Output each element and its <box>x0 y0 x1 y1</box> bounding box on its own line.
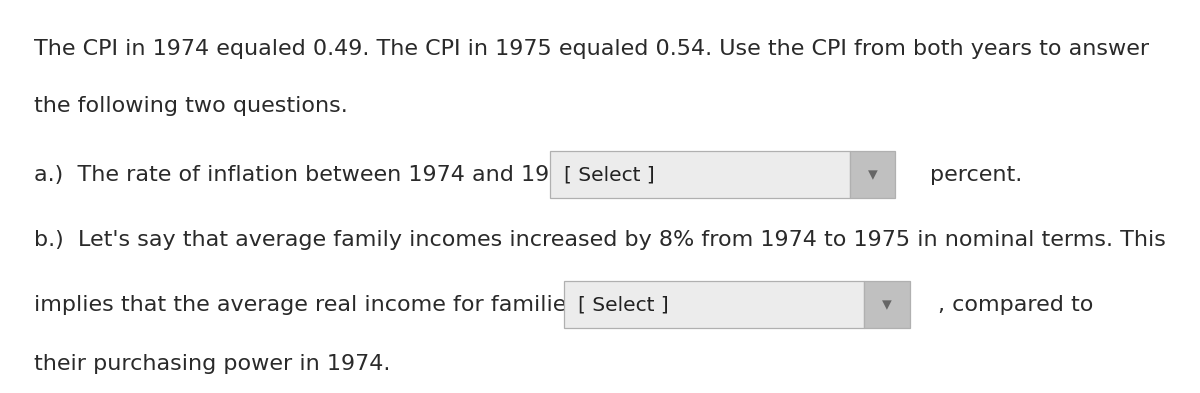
Text: , compared to: , compared to <box>938 295 1093 314</box>
Text: percent.: percent. <box>930 165 1022 185</box>
FancyBboxPatch shape <box>864 281 910 328</box>
FancyBboxPatch shape <box>564 281 864 328</box>
Text: implies that the average real income for families in 1975: implies that the average real income for… <box>34 295 668 314</box>
Text: their purchasing power in 1974.: their purchasing power in 1974. <box>34 354 390 373</box>
Text: ▾: ▾ <box>882 295 892 314</box>
Text: The CPI in 1974 equaled 0.49. The CPI in 1975 equaled 0.54. Use the CPI from bot: The CPI in 1974 equaled 0.49. The CPI in… <box>34 39 1148 59</box>
Text: [ Select ]: [ Select ] <box>578 295 670 314</box>
FancyBboxPatch shape <box>550 151 850 198</box>
Text: b.)  Let's say that average family incomes increased by 8% from 1974 to 1975 in : b.) Let's say that average family income… <box>34 230 1165 250</box>
Text: ▾: ▾ <box>868 165 877 184</box>
FancyBboxPatch shape <box>850 151 895 198</box>
Text: a.)  The rate of inflation between 1974 and 1975 was: a.) The rate of inflation between 1974 a… <box>34 165 628 185</box>
Text: the following two questions.: the following two questions. <box>34 96 347 116</box>
Text: [ Select ]: [ Select ] <box>564 165 655 184</box>
